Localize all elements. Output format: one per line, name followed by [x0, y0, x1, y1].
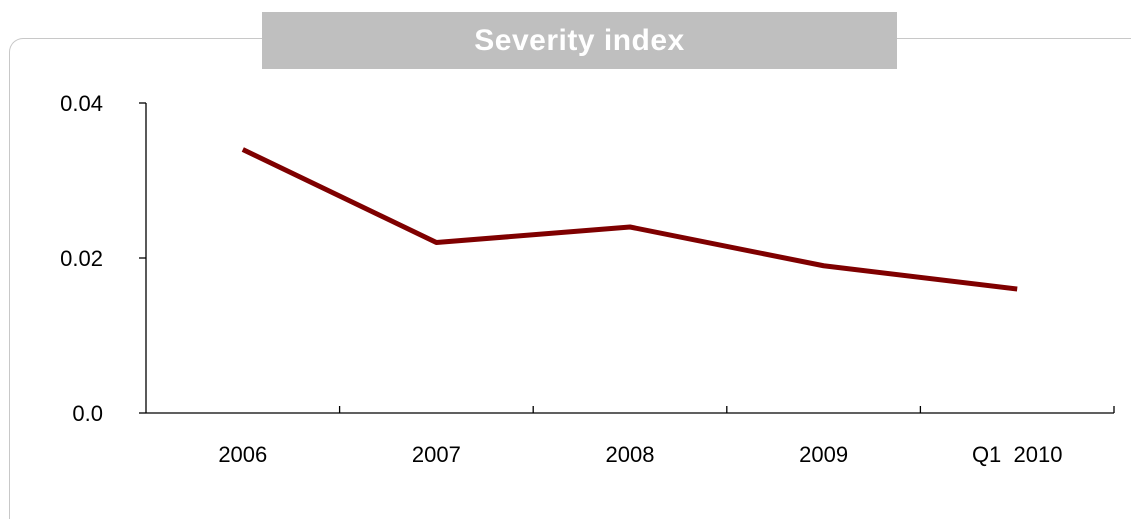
x-tick-label: 2007	[412, 442, 461, 467]
x-tick-label: Q1 2010	[972, 442, 1063, 467]
chart-plot: 0.04 0.02 0.0 2006 2007 2008 2009 Q1 2010	[0, 0, 1131, 478]
chart-series	[243, 149, 1018, 289]
y-axis-ticks: 0.04 0.02 0.0	[60, 91, 146, 426]
x-axis-ticks: 2006 2007 2008 2009 Q1 2010	[218, 406, 1114, 467]
series-line	[243, 150, 1017, 290]
y-tick-label: 0.0	[72, 401, 103, 426]
chart-axes	[146, 103, 1114, 413]
x-tick-label: 2008	[606, 442, 655, 467]
y-tick-label: 0.04	[60, 91, 103, 116]
x-tick-label: 2009	[799, 442, 848, 467]
x-tick-label: 2006	[218, 442, 267, 467]
y-tick-label: 0.02	[60, 246, 103, 271]
